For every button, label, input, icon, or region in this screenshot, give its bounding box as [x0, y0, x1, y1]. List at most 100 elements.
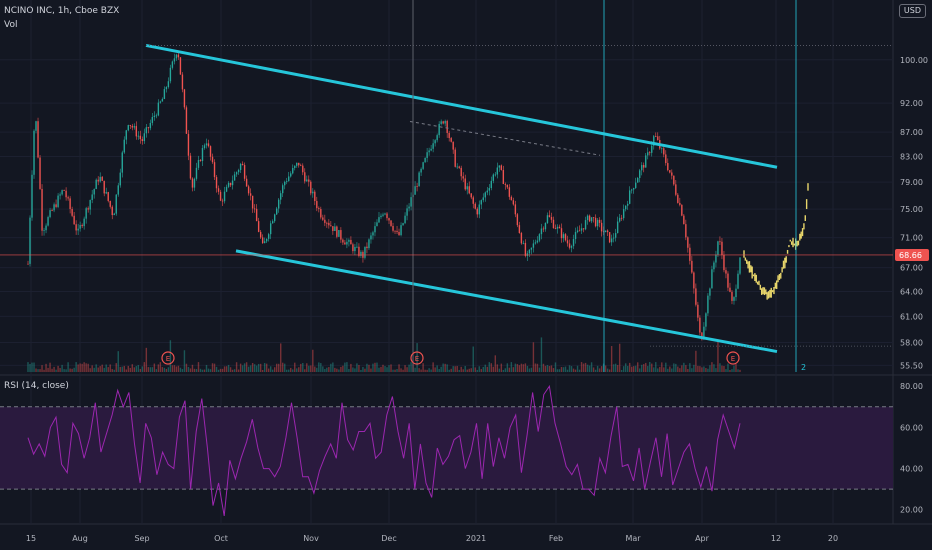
candle-body: [145, 127, 148, 134]
volume-bar: [330, 363, 332, 372]
candle-body: [689, 247, 691, 261]
x-tick-label: 12: [771, 534, 781, 543]
volume-bar: [701, 367, 703, 372]
candle-body: [374, 226, 376, 233]
volume-bar: [685, 365, 687, 372]
candle-body: [33, 130, 35, 175]
candle-body: [197, 160, 200, 168]
candle-body: [460, 167, 462, 177]
candle-body: [131, 125, 133, 128]
volume-bar: [65, 369, 67, 372]
candle-body: [205, 143, 208, 146]
volume-bar: [163, 367, 166, 372]
volume-bar: [508, 367, 511, 372]
rsi-tick-label: 20.00: [900, 506, 923, 515]
candle-body: [201, 148, 204, 162]
rsi-line: [27, 384, 741, 516]
volume-bar: [45, 363, 47, 372]
volume-bar: [562, 367, 565, 372]
volume-bar: [179, 367, 182, 372]
volume-bar: [328, 367, 330, 372]
volume-bar: [362, 367, 364, 372]
volume-bar: [312, 349, 314, 372]
candle-body: [231, 180, 234, 186]
candle-body: [518, 225, 521, 233]
candle-body: [647, 152, 649, 156]
volume-bar: [709, 365, 711, 372]
candle-body: [598, 219, 601, 223]
volume-bar: [446, 364, 448, 372]
candle-body: [89, 200, 91, 210]
volume-bar: [526, 365, 529, 372]
volume-bar: [123, 365, 125, 372]
volume-bar: [67, 362, 69, 372]
volume-bar: [133, 367, 135, 372]
candle-body: [247, 186, 250, 194]
candle-body: [181, 74, 184, 90]
candle-body: [592, 217, 595, 219]
candle-body: [618, 217, 621, 222]
volume-bar: [659, 366, 661, 372]
currency-button[interactable]: USD: [898, 4, 926, 18]
candle-body: [235, 172, 238, 175]
volume-bar: [171, 365, 174, 372]
earnings-marker-icon: [161, 351, 175, 365]
volume-bar: [478, 366, 480, 372]
candle-body: [37, 121, 39, 158]
volume-bar: [151, 367, 154, 372]
volume-bar: [105, 364, 107, 372]
volume-bar: [348, 368, 350, 372]
candle-body: [338, 230, 340, 237]
volume-bar: [109, 364, 111, 372]
volume-bar: [697, 365, 699, 372]
x-tick-label: 2021: [466, 534, 486, 543]
volume-bar: [641, 364, 643, 372]
volume-bar: [211, 363, 214, 372]
candle-body: [125, 130, 127, 140]
candle-body: [731, 291, 733, 301]
volume-bar: [249, 365, 252, 372]
candle-body: [392, 225, 394, 231]
candle-body: [432, 143, 434, 149]
candle-body: [147, 127, 150, 129]
candle-body: [217, 188, 220, 192]
candle-body: [85, 208, 87, 219]
volume-bar: [227, 364, 230, 372]
candle-body: [63, 190, 65, 191]
volume-bar: [360, 369, 362, 372]
x-tick-label: 20: [828, 534, 838, 543]
candle-body: [239, 163, 242, 170]
volume-bar: [677, 366, 679, 372]
volume-bar: [141, 366, 144, 372]
volume-bar: [530, 367, 533, 372]
volume-bar: [189, 368, 192, 372]
volume-bar: [717, 340, 719, 372]
candle-body: [189, 155, 192, 179]
volume-bar: [53, 366, 55, 372]
candle-body: [219, 191, 222, 201]
candle-body: [113, 213, 115, 216]
candle-body: [643, 165, 645, 168]
volume-bar: [314, 366, 316, 372]
candle-body: [532, 243, 535, 248]
candle-body: [641, 165, 643, 171]
volume-bar: [193, 368, 196, 372]
candle-body: [699, 317, 701, 333]
x-tick-label: Feb: [549, 534, 563, 543]
volume-bar: [524, 363, 527, 372]
volume-bar: [59, 368, 61, 372]
volume-bar: [167, 367, 170, 372]
volume-bar: [410, 362, 412, 372]
volume-bar: [588, 365, 591, 372]
candle-body: [326, 222, 328, 224]
volume-bar: [247, 366, 250, 372]
volume-bar: [468, 368, 470, 372]
volume-bar: [63, 369, 65, 372]
volume-bar: [552, 368, 555, 372]
candle-body: [546, 215, 549, 223]
volume-bar: [368, 364, 370, 372]
volume-bar: [510, 362, 513, 372]
volume-bar: [340, 366, 342, 372]
volume-bar: [97, 367, 99, 372]
